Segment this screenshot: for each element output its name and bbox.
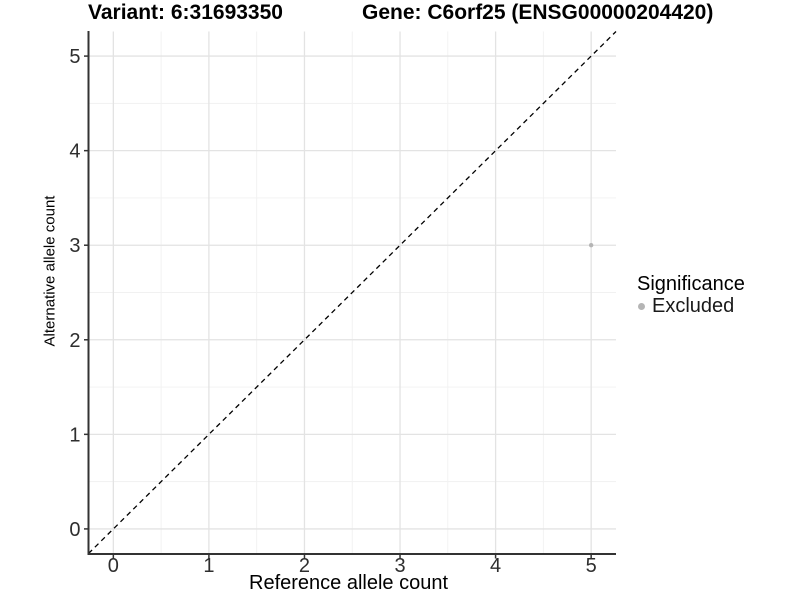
data-point <box>588 243 594 248</box>
x-tick-label: 2 <box>299 555 310 577</box>
y-tick-label: 2 <box>69 330 80 352</box>
x-tick-label: 5 <box>586 555 597 577</box>
legend-entry-excluded: Excluded <box>636 295 745 318</box>
y-axis-title: Alternative allele count <box>41 195 59 347</box>
identity-line <box>88 31 617 554</box>
x-tick-label: 4 <box>490 555 501 577</box>
legend-point-icon <box>638 303 645 310</box>
y-tick-label: 3 <box>69 235 80 257</box>
y-tick-label: 5 <box>69 46 80 68</box>
x-tick-label: 1 <box>203 555 214 577</box>
y-tick-label: 1 <box>69 424 80 446</box>
legend-entry-label: Excluded <box>652 295 735 317</box>
gene-title: Gene: C6orf25 (ENSG00000204420) <box>362 1 714 24</box>
legend-title: Significance <box>637 273 745 295</box>
legend: Significance Excluded <box>636 274 745 318</box>
x-axis-title: Reference allele count <box>249 572 449 594</box>
y-tick-label: 0 <box>69 519 80 541</box>
x-tick-label: 3 <box>394 555 405 577</box>
x-tick-label: 0 <box>108 555 119 577</box>
variant-title: Variant: 6:31693350 <box>88 1 283 24</box>
y-tick-label: 4 <box>69 141 80 163</box>
